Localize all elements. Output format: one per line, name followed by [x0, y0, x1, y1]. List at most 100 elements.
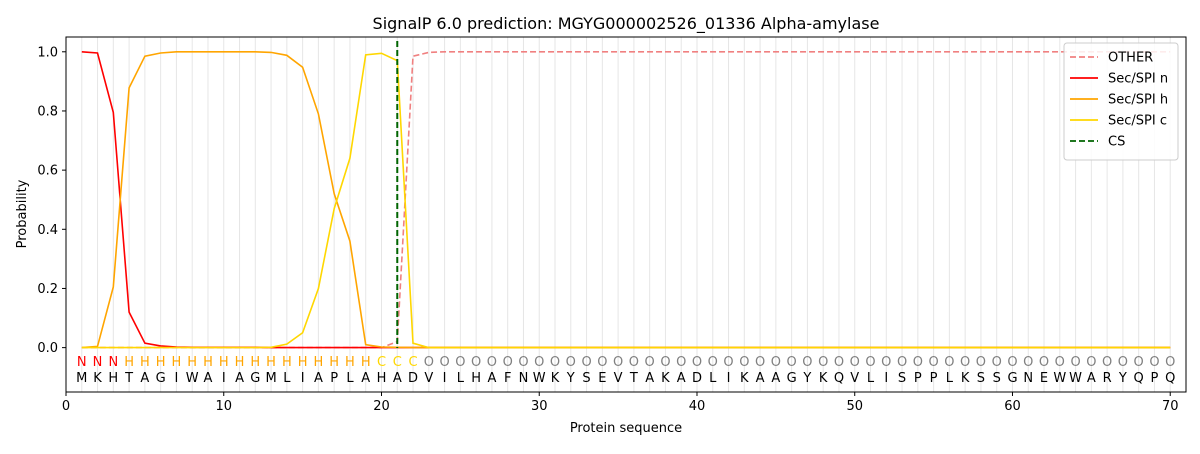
region-label: H: [298, 355, 308, 370]
residue-label: I: [443, 371, 447, 386]
region-label: O: [708, 355, 718, 370]
residue-label: I: [727, 371, 731, 386]
region-label: O: [471, 355, 481, 370]
residue-label: D: [692, 371, 702, 386]
region-label: O: [897, 355, 907, 370]
residue-label: G: [250, 371, 260, 386]
residue-label: E: [1040, 371, 1048, 386]
region-label: H: [172, 355, 182, 370]
region-label: N: [93, 355, 103, 370]
series-lines: [81, 41, 1171, 349]
x-tick-label: 40: [689, 399, 706, 414]
region-label: O: [455, 355, 465, 370]
residue-label: M: [76, 371, 87, 386]
residue-label: K: [551, 371, 560, 386]
y-tick-label: 0.6: [37, 164, 58, 179]
residue-label: Y: [802, 371, 811, 386]
residue-label: W: [533, 371, 546, 386]
region-label: O: [1134, 355, 1144, 370]
series-line: [81, 51, 1171, 349]
residue-label: E: [598, 371, 606, 386]
residue-label: S: [898, 371, 906, 386]
region-label: O: [1102, 355, 1112, 370]
region-label: H: [156, 355, 166, 370]
x-tick-label: 70: [1162, 399, 1179, 414]
y-tick-label: 0.8: [37, 104, 58, 119]
region-label: O: [1055, 355, 1065, 370]
legend-label: Sec/SPI n: [1108, 72, 1168, 87]
residue-label: S: [977, 371, 985, 386]
region-label: C: [409, 355, 418, 370]
region-label: H: [329, 355, 339, 370]
residue-label: I: [301, 371, 305, 386]
residue-label: P: [1151, 371, 1159, 386]
x-tick-label: 30: [531, 399, 548, 414]
y-tick-label: 0.0: [37, 341, 58, 356]
sequence-labels: NMNKNHHTHAHGHIHWHAHIHAHGHMHLHIHAHPHLHACH…: [76, 355, 1175, 386]
residue-label: Q: [1134, 371, 1144, 386]
residue-label: K: [961, 371, 970, 386]
legend-label: Sec/SPI h: [1108, 93, 1168, 108]
residue-label: F: [504, 371, 511, 386]
region-label: H: [266, 355, 276, 370]
plot-frame: [65, 36, 1187, 393]
residue-label: R: [1103, 371, 1112, 386]
region-label: O: [802, 355, 812, 370]
region-label: O: [424, 355, 434, 370]
y-tick-label: 0.4: [37, 223, 58, 238]
residue-label: K: [819, 371, 828, 386]
residue-label: W: [186, 371, 199, 386]
residue-label: A: [645, 371, 654, 386]
residue-label: A: [1087, 371, 1096, 386]
residue-label: L: [346, 371, 354, 386]
residue-label: A: [361, 371, 370, 386]
x-tick-label: 0: [62, 399, 70, 414]
residue-label: A: [140, 371, 149, 386]
region-label: O: [1039, 355, 1049, 370]
residue-label: W: [1069, 371, 1082, 386]
region-label: O: [1165, 355, 1175, 370]
region-label: O: [1007, 355, 1017, 370]
residue-label: Q: [834, 371, 844, 386]
region-label: O: [771, 355, 781, 370]
region-label: H: [361, 355, 371, 370]
region-label: O: [913, 355, 923, 370]
region-label: H: [250, 355, 260, 370]
residue-label: I: [884, 371, 888, 386]
residue-label: T: [629, 371, 638, 386]
residue-label: G: [156, 371, 166, 386]
residue-label: D: [408, 371, 418, 386]
region-label: H: [219, 355, 229, 370]
region-label: O: [613, 355, 623, 370]
region-label: H: [124, 355, 134, 370]
series-line: [81, 52, 1171, 349]
residue-label: K: [661, 371, 670, 386]
residue-label: M: [265, 371, 276, 386]
region-label: O: [755, 355, 765, 370]
legend-label: OTHER: [1108, 51, 1153, 66]
region-label: O: [865, 355, 875, 370]
residue-label: A: [314, 371, 323, 386]
chart-title: SignalP 6.0 prediction: MGYG000002526_01…: [373, 14, 880, 34]
region-label: O: [1118, 355, 1128, 370]
region-label: O: [1023, 355, 1033, 370]
residue-label: A: [235, 371, 244, 386]
region-label: O: [960, 355, 970, 370]
region-label: O: [439, 355, 449, 370]
region-label: O: [1086, 355, 1096, 370]
region-label: O: [1070, 355, 1080, 370]
region-label: O: [850, 355, 860, 370]
region-label: O: [534, 355, 544, 370]
legend-label: CS: [1108, 135, 1125, 150]
residue-label: L: [283, 371, 291, 386]
x-tick-label: 20: [373, 399, 390, 414]
residue-label: P: [914, 371, 922, 386]
legend-box: [1063, 42, 1179, 161]
residue-label: A: [771, 371, 780, 386]
residue-label: L: [709, 371, 717, 386]
region-label: O: [944, 355, 954, 370]
residue-label: I: [175, 371, 179, 386]
grid: [81, 37, 1171, 392]
